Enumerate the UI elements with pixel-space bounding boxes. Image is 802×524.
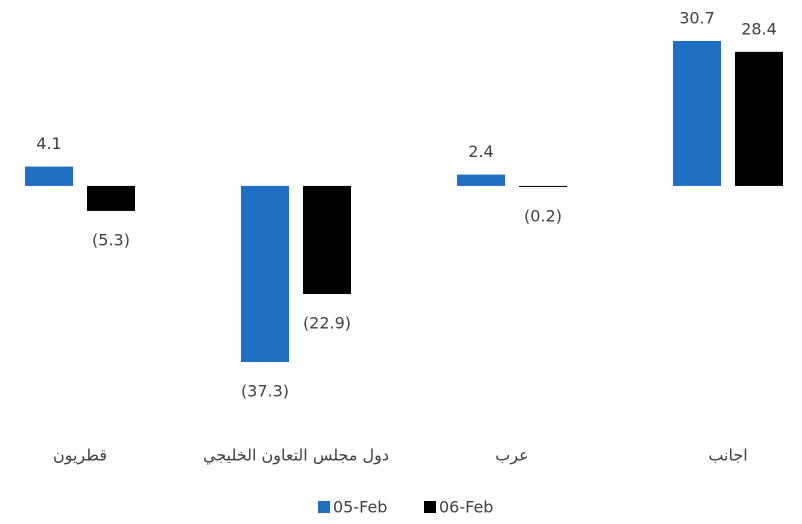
bar [241,185,289,362]
bar [519,185,567,187]
value-label: 30.7 [679,9,715,28]
bar [735,51,783,186]
x-tick-label: قطريون [53,446,107,466]
x-tick-label: اجانب [708,446,747,465]
bar [457,174,505,186]
legend-label: 06-Feb [439,498,493,517]
value-label: (5.3) [92,230,130,249]
value-label: (37.3) [241,382,289,401]
value-label: (22.9) [303,314,351,333]
legend-swatch [318,501,330,513]
legend-swatch [424,501,436,513]
value-label: 4.1 [36,134,61,153]
legend-label: 05-Feb [333,498,387,517]
value-label: 28.4 [741,19,777,38]
x-tick-label: دول مجلس التعاون الخليجي [203,446,389,466]
bar [25,166,73,186]
bar [303,185,351,295]
value-label: (0.2) [524,206,562,225]
bar [87,185,135,211]
x-tick-label: عرب [495,446,528,466]
bar [673,41,721,186]
value-label: 2.4 [468,142,493,161]
